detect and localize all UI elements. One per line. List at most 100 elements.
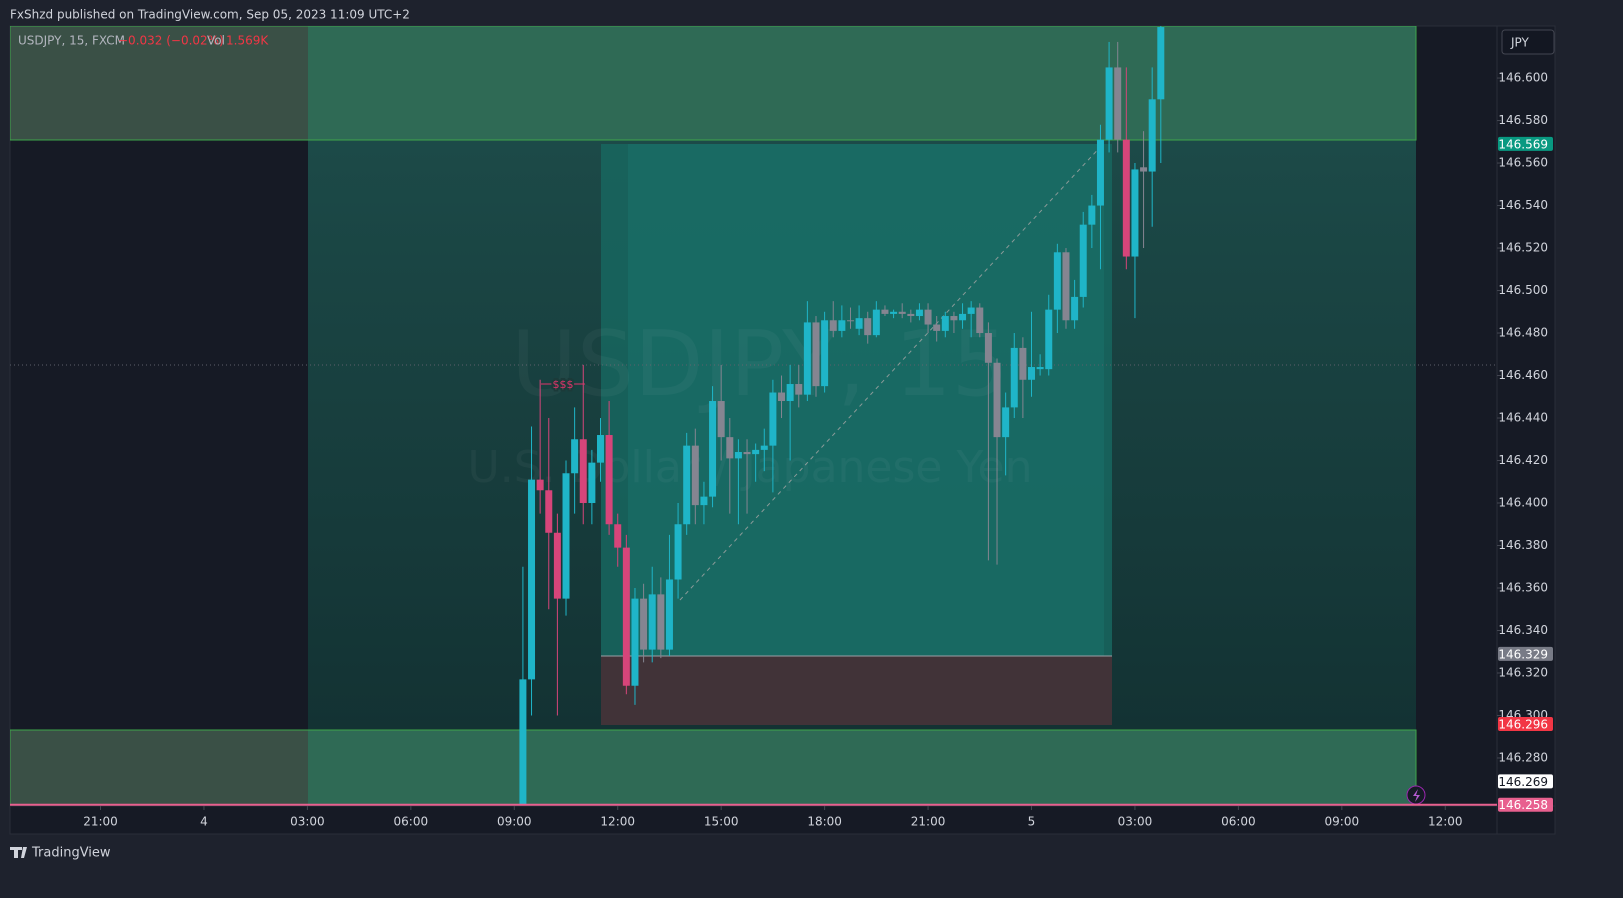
candle-body	[622, 547, 630, 686]
publish-header: FxShzd published on TradingView.com, Sep…	[10, 8, 410, 22]
legend: USDJPY, 15, FXCM −0.032 (−0.02%) Vol 1.5…	[18, 34, 269, 48]
price-tag-label: 146.296	[1498, 717, 1548, 731]
candle-body	[795, 384, 803, 395]
candle-body	[786, 384, 794, 402]
x-tick-label: 18:00	[807, 815, 842, 829]
candles	[519, 26, 1165, 806]
x-tick-label: 12:00	[600, 815, 635, 829]
x-tick-label: 5	[1028, 815, 1036, 829]
x-tick-label: 21:00	[83, 815, 118, 829]
candle-body	[691, 445, 699, 506]
legend-change: −0.032 (−0.02%)	[118, 34, 224, 48]
x-tick-label: 21:00	[911, 815, 946, 829]
candle-body	[1028, 367, 1036, 380]
supply-zone	[308, 26, 1416, 140]
candle-body	[571, 439, 579, 474]
candle-body	[1002, 407, 1010, 438]
y-tick-label: 146.380	[1498, 538, 1548, 552]
supply-zone-left	[10, 26, 308, 140]
candle-body	[545, 490, 553, 533]
candle-body	[1071, 296, 1079, 321]
candle-body	[743, 452, 751, 455]
price-tag-label: 146.569	[1498, 137, 1548, 151]
y-tick-label: 146.560	[1498, 156, 1548, 170]
candle-body	[674, 524, 682, 580]
x-tick-label: 09:00	[497, 815, 532, 829]
price-tag-label: 146.329	[1498, 647, 1548, 661]
candle-body	[769, 392, 777, 446]
candle-body	[915, 309, 923, 317]
candle-body	[933, 324, 941, 331]
candle-body	[1122, 139, 1130, 257]
candle-body	[864, 318, 872, 336]
y-tick-label: 146.400	[1498, 496, 1548, 510]
y-tick-label: 146.320	[1498, 665, 1548, 679]
currency-button-label[interactable]: JPY	[1510, 36, 1530, 50]
candle-body	[898, 311, 906, 314]
x-tick-label: 06:00	[394, 815, 429, 829]
candle-body	[665, 579, 673, 650]
candle-body	[614, 524, 622, 548]
currency-button[interactable]	[1501, 29, 1555, 55]
candle-body	[829, 320, 837, 331]
legend-symbol: USDJPY, 15, FXCM	[18, 34, 125, 48]
candle-body	[838, 320, 846, 331]
candle-body	[821, 320, 829, 387]
candle-body	[778, 392, 786, 402]
x-tick-label: 06:00	[1221, 815, 1256, 829]
candle-body	[726, 437, 734, 459]
y-tick-label: 146.600	[1498, 71, 1548, 85]
candle-body	[959, 313, 967, 321]
candle-body	[803, 322, 811, 395]
candle-body	[907, 313, 915, 317]
candle-body	[872, 309, 880, 336]
footer-brand: TradingView	[31, 846, 111, 861]
candle-body	[528, 479, 536, 680]
candle-body	[1140, 167, 1148, 172]
candle-body	[519, 679, 527, 805]
candle-body	[760, 445, 768, 450]
candle-body	[536, 479, 544, 491]
candle-body	[1053, 252, 1061, 310]
legend-vol-label: Vol	[207, 34, 225, 48]
candle-body	[700, 496, 708, 506]
y-tick-label: 146.540	[1498, 198, 1548, 212]
alert-bolt	[1413, 789, 1420, 802]
candle-body	[717, 401, 725, 438]
candle-body	[752, 449, 760, 455]
price-tags: 146.569 146.329 146.296 146.269 146.258	[10, 136, 1553, 812]
candle-body	[976, 307, 984, 334]
price-tag	[1498, 716, 1553, 731]
x-tick-label: 15:00	[704, 815, 739, 829]
candle-body	[1079, 224, 1087, 297]
candle-body	[1114, 67, 1122, 140]
candle-body	[1131, 169, 1139, 257]
x-tick-label: 4	[200, 815, 208, 829]
candle-body	[924, 309, 932, 325]
y-tick-label: 146.340	[1498, 623, 1548, 637]
y-tick-label: 146.280	[1498, 750, 1548, 764]
candle-body	[596, 435, 604, 463]
price-tag	[1498, 136, 1553, 151]
candle-body	[967, 307, 975, 314]
y-tick-label: 146.360	[1498, 580, 1548, 594]
y-tick-label: 146.580	[1498, 113, 1548, 127]
x-tick-label: 03:00	[290, 815, 325, 829]
y-tick-label: 146.420	[1498, 453, 1548, 467]
candle-body	[709, 401, 717, 497]
x-tick-label: 03:00	[1118, 815, 1153, 829]
drawings: USDJPY, 15 U.S. Dollar / Japanese Yen $$…	[10, 26, 1497, 806]
candle-body	[562, 473, 570, 599]
demand-zone-left	[10, 730, 308, 806]
candle-body	[1010, 347, 1018, 408]
candle-body	[734, 452, 742, 459]
demand-zone	[308, 730, 1416, 806]
candle-body	[1036, 367, 1044, 370]
price-axis: 146.280146.300146.320146.340146.360146.3…	[1497, 71, 1548, 764]
candle-body	[553, 532, 561, 599]
demand-zone-border	[10, 729, 1417, 806]
candle-body	[683, 445, 691, 525]
candle-body	[1148, 99, 1156, 172]
